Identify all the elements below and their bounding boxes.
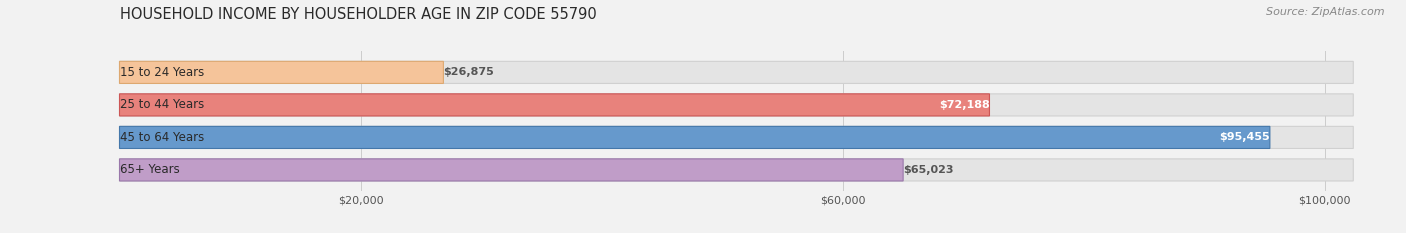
- Text: 25 to 44 Years: 25 to 44 Years: [120, 98, 204, 111]
- FancyBboxPatch shape: [120, 94, 990, 116]
- FancyBboxPatch shape: [120, 159, 1353, 181]
- FancyBboxPatch shape: [120, 61, 443, 83]
- Text: 45 to 64 Years: 45 to 64 Years: [120, 131, 204, 144]
- Text: 65+ Years: 65+ Years: [120, 163, 179, 176]
- Text: $26,875: $26,875: [443, 67, 494, 77]
- Text: $65,023: $65,023: [903, 165, 953, 175]
- Text: Source: ZipAtlas.com: Source: ZipAtlas.com: [1267, 7, 1385, 17]
- FancyBboxPatch shape: [120, 126, 1270, 148]
- FancyBboxPatch shape: [120, 61, 1353, 83]
- FancyBboxPatch shape: [120, 126, 1353, 148]
- FancyBboxPatch shape: [120, 94, 1353, 116]
- Text: 15 to 24 Years: 15 to 24 Years: [120, 66, 204, 79]
- Text: $72,188: $72,188: [939, 100, 990, 110]
- FancyBboxPatch shape: [120, 159, 903, 181]
- Text: HOUSEHOLD INCOME BY HOUSEHOLDER AGE IN ZIP CODE 55790: HOUSEHOLD INCOME BY HOUSEHOLDER AGE IN Z…: [120, 7, 596, 22]
- Text: $95,455: $95,455: [1219, 132, 1270, 142]
